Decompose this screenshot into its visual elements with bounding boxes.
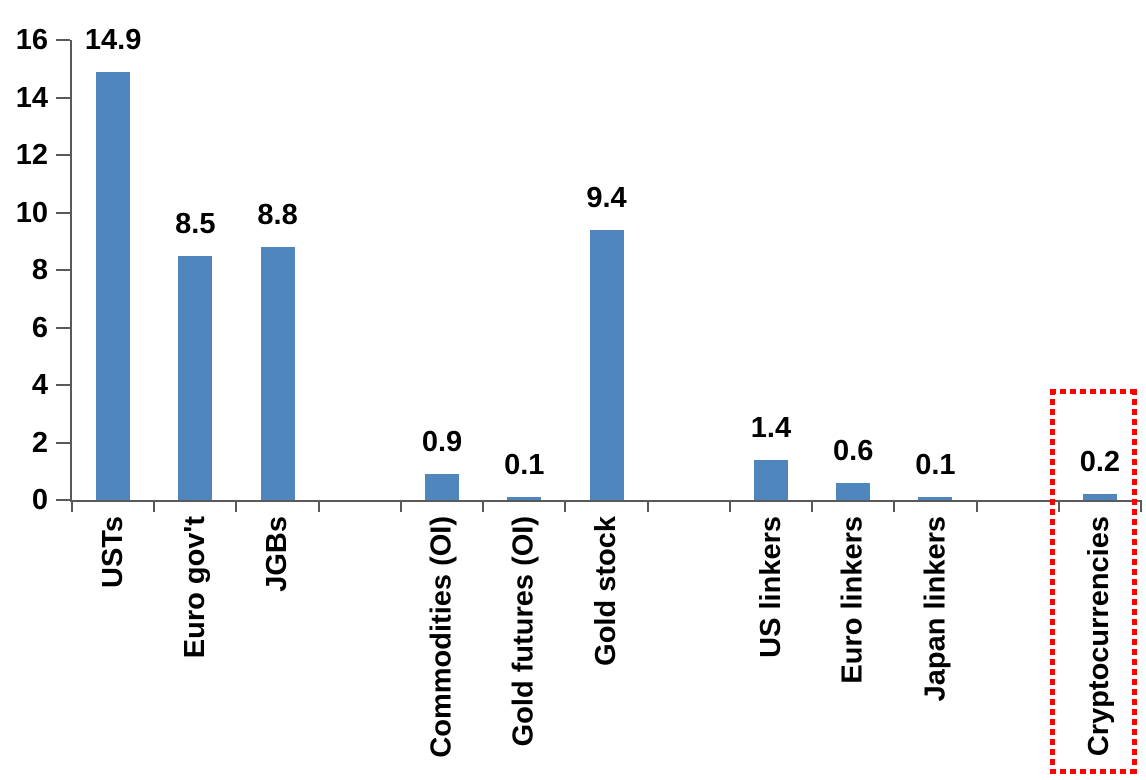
x-axis-tick: [317, 500, 320, 512]
bar-value-label: 8.8: [257, 199, 298, 231]
y-tick-label: 12: [15, 139, 48, 171]
category-label: Gold stock: [590, 516, 622, 666]
y-tick-label: 6: [31, 311, 48, 344]
x-axis-tick: [153, 500, 156, 512]
y-tick-label: 0: [31, 484, 48, 516]
y-tick-label: 16: [15, 24, 48, 56]
y-axis-tick: [56, 269, 70, 271]
x-axis-tick: [399, 500, 402, 512]
x-axis-tick: [975, 500, 978, 512]
y-tick-label: 10: [15, 196, 48, 229]
x-axis-tick: [646, 500, 649, 512]
highlight-box: [1049, 389, 1137, 774]
y-tick-label: 2: [31, 426, 48, 459]
x-axis: [70, 500, 1141, 502]
bar-value-label: 0.1: [504, 449, 545, 481]
y-axis-tick: [56, 441, 70, 444]
y-axis-tick: [56, 499, 70, 501]
y-tick-label: 8: [31, 254, 48, 286]
x-axis-tick: [71, 500, 73, 512]
y-axis-tick: [56, 39, 70, 41]
bar: [178, 256, 213, 500]
x-axis-tick: [811, 500, 814, 512]
bar: [589, 230, 624, 500]
x-axis-tick: [235, 500, 238, 512]
category-label: Euro gov't: [178, 516, 211, 659]
x-axis-tick: [1140, 500, 1142, 512]
bar: [753, 460, 788, 500]
y-axis-tick: [56, 154, 70, 156]
y-axis-tick: [56, 211, 70, 214]
category-label: JGBs: [261, 516, 294, 592]
bar: [96, 72, 131, 500]
category-label: USTs: [96, 516, 129, 588]
category-label: Euro linkers: [836, 516, 869, 684]
bar-value-label: 0.6: [833, 435, 874, 467]
x-axis-tick: [728, 500, 731, 512]
y-axis: [70, 40, 72, 500]
bar: [260, 247, 295, 500]
x-axis-tick: [482, 500, 485, 512]
y-tick-label: 14: [15, 81, 48, 114]
category-label: US linkers: [754, 516, 787, 658]
bar-value-label: 0.1: [915, 449, 956, 481]
category-label: Gold futures (OI): [507, 516, 540, 747]
bar-value-label: 14.9: [84, 24, 142, 56]
bar: [918, 497, 953, 500]
bar: [425, 474, 460, 500]
bar: [507, 497, 542, 500]
bar: [836, 483, 871, 500]
bar-value-label: 0.9: [421, 426, 463, 458]
bar-value-label: 8.5: [175, 208, 216, 240]
y-axis-tick: [56, 96, 70, 99]
x-axis-tick: [893, 500, 896, 512]
x-axis-tick: [564, 500, 567, 512]
bar-value-label: 9.4: [586, 182, 627, 214]
y-tick-label: 4: [31, 369, 48, 401]
bar-value-label: 1.4: [750, 412, 792, 444]
category-label: Japan linkers: [918, 516, 951, 702]
category-label: Commodities (OI): [425, 516, 458, 758]
y-axis-tick: [56, 326, 70, 329]
y-axis-tick: [56, 384, 70, 386]
